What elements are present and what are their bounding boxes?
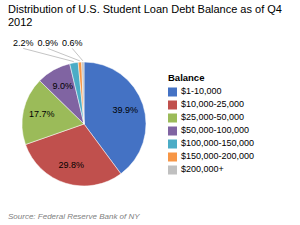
data-label: 39.9% xyxy=(112,105,138,115)
data-label: 2.2% xyxy=(13,38,34,48)
data-label: 9.0% xyxy=(52,81,73,91)
chart: Distribution of U.S. Student Loan Debt B… xyxy=(0,0,300,225)
legend-entry: $50,000-100,000 xyxy=(181,125,249,135)
legend: Balance $1-10,000 $10,000-25,000 $25,000-50… xyxy=(168,72,254,175)
legend-swatch xyxy=(168,101,177,110)
legend-entry: $10,000-25,000 xyxy=(181,99,244,109)
data-label: 0.6% xyxy=(62,38,83,48)
title-line: Distribution of U.S. Student Loan Debt B… xyxy=(8,3,282,15)
legend-entry: $150,000-200,000 xyxy=(181,151,254,161)
data-label: 17.7% xyxy=(29,109,55,119)
legend-swatch xyxy=(168,153,177,162)
slices xyxy=(22,62,146,186)
legend-swatch xyxy=(168,114,177,123)
data-label: 0.9% xyxy=(37,38,58,48)
leader-line xyxy=(72,48,83,60)
title-line: 2012 xyxy=(8,16,32,28)
legend-swatch xyxy=(168,127,177,136)
pie: 39.9% 29.8% 17.7% 9.0% 2.2%0.9% 0.6% xyxy=(13,38,146,186)
data-labels: 39.9% 29.8% 17.7% 9.0% 2.2%0.9% 0.6% xyxy=(13,38,138,170)
legend-swatch xyxy=(168,140,177,149)
slice xyxy=(78,62,84,124)
leader-line xyxy=(23,48,74,61)
legend-swatch xyxy=(168,166,177,175)
title: Distribution of U.S. Student Loan Debt B… xyxy=(8,3,282,28)
slice xyxy=(70,62,84,124)
legend-entry: $1-10,000 xyxy=(181,86,222,96)
legend-entry: $25,000-50,000 xyxy=(181,112,244,122)
slice xyxy=(82,62,84,124)
data-label: 29.8% xyxy=(58,160,84,170)
legend-entry: $100,000-150,000 xyxy=(181,138,254,148)
legend-title: Balance xyxy=(168,72,204,83)
source: Source: Federal Reserve Bank of NY xyxy=(8,212,140,221)
legend-entry: $200,000+ xyxy=(181,164,224,174)
legend-swatch xyxy=(168,88,177,97)
